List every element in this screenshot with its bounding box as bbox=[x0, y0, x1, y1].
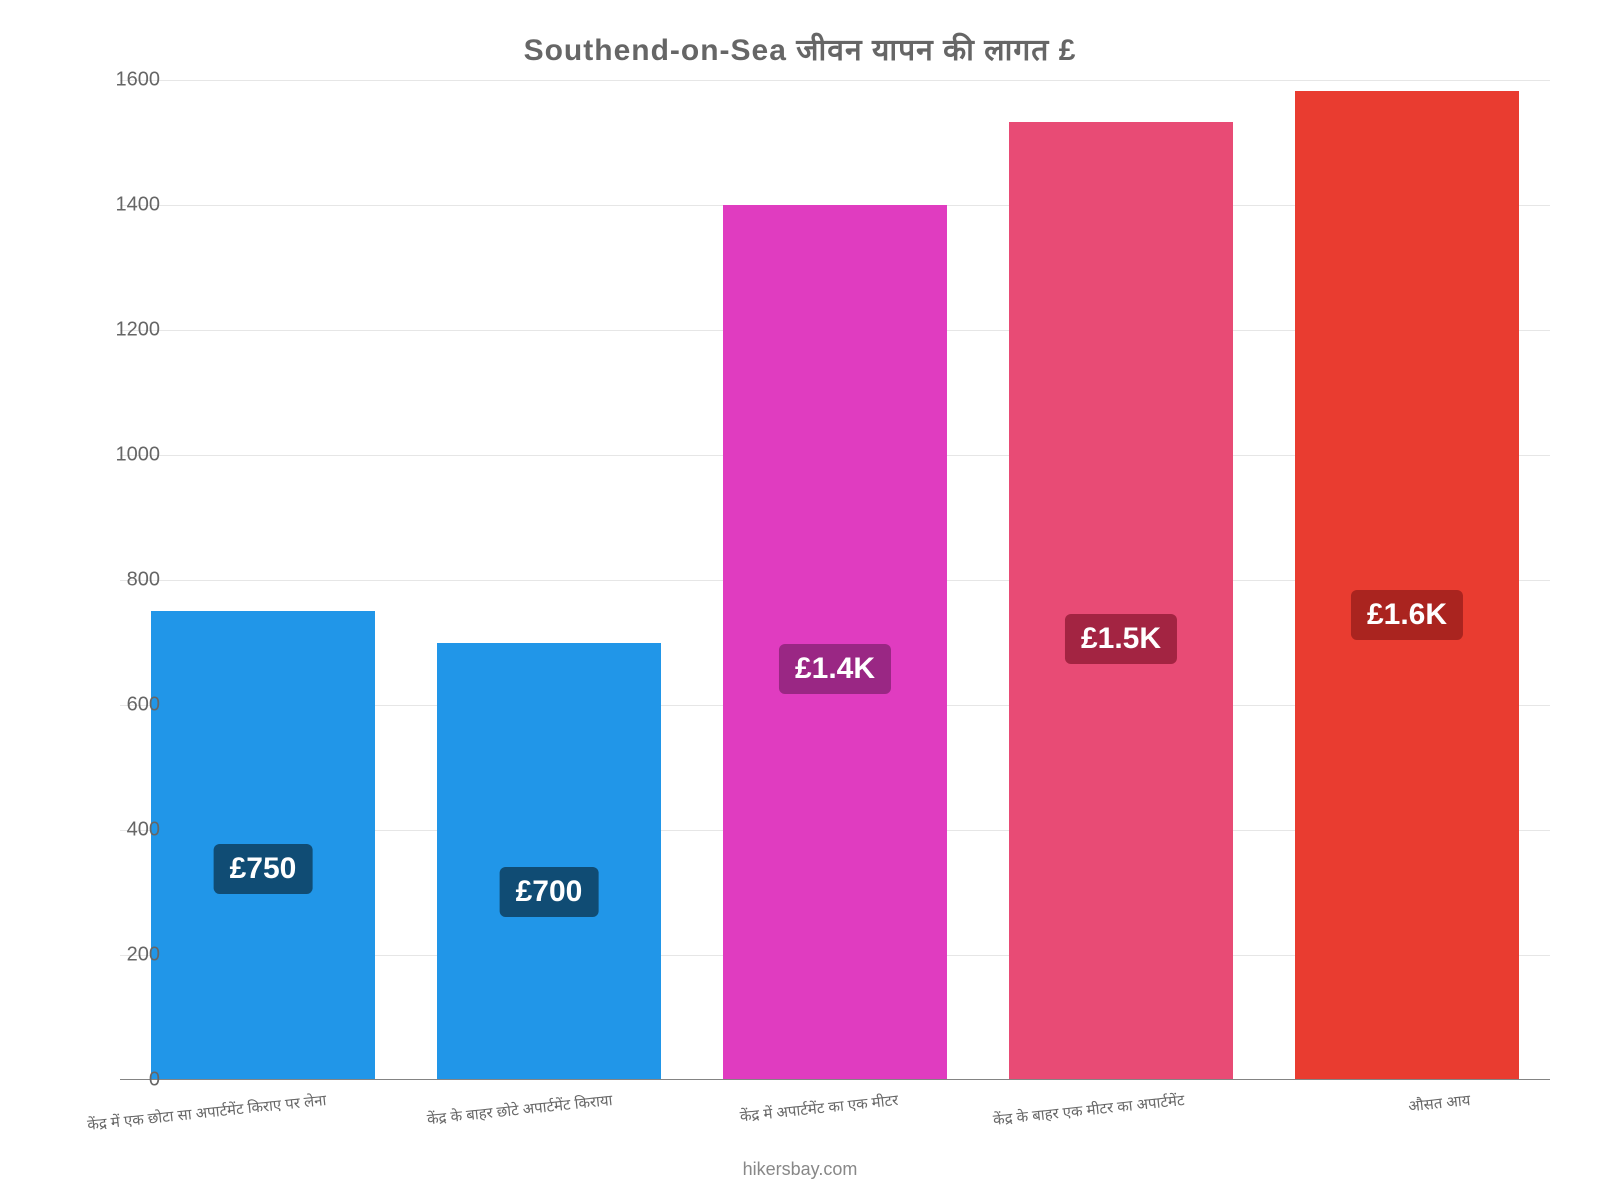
plot-area: £750 £700 £1.4K £1.5K £1.6K bbox=[120, 80, 1550, 1080]
y-tick-label: 0 bbox=[80, 1069, 160, 1092]
y-tick-label: 400 bbox=[80, 819, 160, 842]
y-tick-label: 200 bbox=[80, 944, 160, 967]
y-tick-label: 1400 bbox=[80, 194, 160, 217]
bars-container: £750 £700 £1.4K £1.5K £1.6K bbox=[120, 80, 1550, 1080]
bar: £1.6K bbox=[1295, 91, 1518, 1080]
y-tick-label: 1200 bbox=[80, 319, 160, 342]
chart-title: Southend-on-Sea जीवन यापन की लागत £ bbox=[0, 28, 1600, 69]
x-axis-baseline bbox=[120, 1079, 1550, 1080]
x-tick-label: केंद्र के बाहर एक मीटर का अपार्टमेंट bbox=[992, 1090, 1185, 1130]
cost-of-living-chart: Southend-on-Sea जीवन यापन की लागत £ £750… bbox=[0, 0, 1600, 1200]
bar: £1.4K bbox=[723, 205, 946, 1080]
y-tick-label: 600 bbox=[80, 694, 160, 717]
x-tick-label: केंद्र के बाहर छोटे अपार्टमेंट किराया bbox=[426, 1090, 613, 1129]
value-badge: £1.6K bbox=[1351, 590, 1463, 640]
x-tick-label: केंद्र में एक छोटा सा अपार्टमेंट किराए प… bbox=[87, 1090, 328, 1135]
x-tick-label: औसत आय bbox=[1408, 1090, 1472, 1116]
value-badge: £1.4K bbox=[779, 644, 891, 694]
value-badge: £1.5K bbox=[1065, 614, 1177, 664]
bar: £1.5K bbox=[1009, 122, 1232, 1080]
bar: £700 bbox=[437, 643, 660, 1081]
value-badge: £750 bbox=[214, 844, 313, 894]
x-tick-label: केंद्र में अपार्टमेंट का एक मीटर bbox=[739, 1090, 899, 1127]
attribution: hikersbay.com bbox=[0, 1159, 1600, 1180]
y-tick-label: 1600 bbox=[80, 69, 160, 92]
x-axis-labels: केंद्र में एक छोटा सा अपार्टमेंट किराए प… bbox=[120, 1082, 1550, 1162]
y-tick-label: 1000 bbox=[80, 444, 160, 467]
y-tick-label: 800 bbox=[80, 569, 160, 592]
value-badge: £700 bbox=[500, 867, 599, 917]
bar: £750 bbox=[151, 611, 374, 1080]
